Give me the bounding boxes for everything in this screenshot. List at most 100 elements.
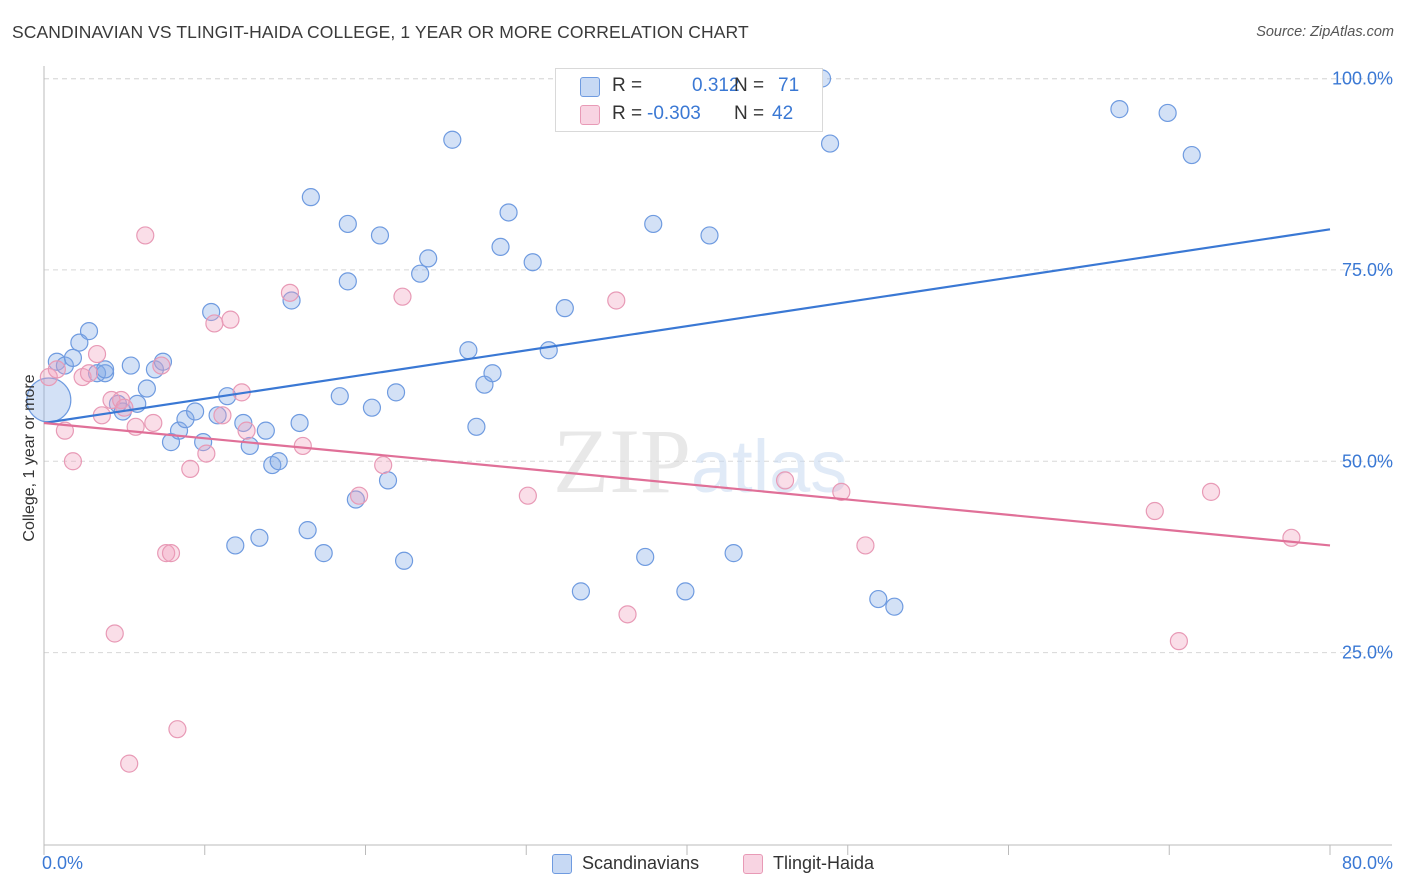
point-scandinavian: [290, 413, 309, 433]
gridlines: [44, 78, 1392, 654]
point-scandinavian: [386, 383, 406, 402]
legend-r-label: R =: [612, 103, 643, 124]
point-scandinavian: [338, 214, 357, 234]
x-tick-label: 0.0%: [42, 853, 83, 873]
data-points: [26, 69, 1301, 773]
point-scandinavian: [176, 410, 195, 429]
trend-line-tlingit: [43, 421, 1331, 547]
point-scandinavian: [419, 249, 438, 268]
point-scandinavian: [411, 264, 430, 283]
point-tlingit: [161, 544, 181, 563]
bottom-swatch-pink: [743, 854, 763, 874]
tick-labels: 25.0% 50.0% 75.0% 100.0% 0.0% 80.0%: [42, 69, 1393, 874]
point-scandinavian: [483, 364, 502, 383]
trend-lines: [43, 228, 1331, 547]
point-tlingit: [205, 314, 224, 333]
point-tlingit: [618, 605, 637, 624]
bottom-legend-label: Tlingit-Haida: [773, 853, 875, 873]
point-scandinavian: [1158, 103, 1177, 123]
point-tlingit: [607, 291, 626, 310]
source-label: Source: ZipAtlas.com: [1256, 24, 1394, 40]
point-tlingit: [144, 413, 163, 433]
point-tlingit: [181, 459, 200, 479]
point-scandinavian: [314, 544, 333, 563]
legend-n-label: N =: [734, 75, 765, 96]
point-tlingit: [293, 436, 312, 456]
point-scandinavian: [539, 341, 558, 360]
point-scandinavian: [724, 544, 743, 563]
point-scandinavian: [370, 226, 390, 245]
point-scandinavian: [676, 582, 695, 601]
point-scandinavian: [240, 436, 259, 456]
legend-swatch-pink: [580, 105, 600, 125]
point-scandinavian: [95, 364, 115, 383]
point-scandinavian: [523, 253, 542, 272]
point-tlingit: [393, 287, 412, 306]
axes: [43, 66, 1392, 855]
correlation-legend: R = 0.312 N = 71 R = -0.303 N = 42: [555, 68, 823, 132]
legend-swatch-blue: [580, 77, 600, 97]
legend-row-scandinavians: R = 0.312 N = 71: [556, 71, 822, 101]
watermark-zip: ZIPatlas: [553, 410, 847, 512]
point-tlingit: [775, 471, 795, 490]
point-scandinavian: [499, 203, 518, 222]
legend-row-tlingit: R = -0.303 N = 42: [556, 99, 822, 129]
point-scandinavian: [256, 421, 275, 440]
point-tlingit: [157, 544, 176, 563]
point-tlingit: [152, 356, 171, 375]
point-tlingit: [518, 486, 537, 505]
point-scandinavian: [301, 188, 320, 207]
point-tlingit: [120, 754, 139, 773]
point-scandinavian: [571, 582, 591, 601]
point-tlingit: [1201, 482, 1221, 501]
point-scandinavian: [1110, 100, 1129, 119]
point-scandinavian: [298, 521, 317, 540]
point-scandinavian: [338, 272, 357, 291]
point-scandinavian: [226, 536, 245, 555]
point-tlingit: [105, 624, 124, 643]
point-tlingit: [1145, 501, 1164, 521]
point-scandinavian: [491, 237, 510, 257]
y-tick-label: 75.0%: [1342, 260, 1393, 280]
point-scandinavian: [63, 348, 83, 368]
point-scandinavian: [459, 341, 478, 360]
point-tlingit: [47, 360, 66, 379]
point-scandinavian: [250, 528, 269, 547]
point-tlingit: [856, 536, 875, 555]
point-tlingit: [115, 398, 134, 417]
legend-r-value: 0.312: [692, 75, 740, 96]
point-scandinavian: [1182, 145, 1201, 165]
point-scandinavian: [820, 134, 840, 153]
point-scandinavian: [394, 551, 414, 570]
point-scandinavian: [202, 302, 221, 322]
point-scandinavian: [443, 130, 462, 149]
point-tlingit: [221, 310, 240, 329]
point-tlingit: [79, 364, 99, 383]
point-scandinavian: [700, 226, 719, 245]
point-scandinavian: [869, 589, 888, 609]
y-tick-label: 100.0%: [1332, 69, 1393, 89]
x-tick-label: 80.0%: [1342, 853, 1393, 873]
point-scandinavian: [362, 398, 382, 417]
point-scandinavian: [95, 360, 115, 379]
trend-line-scandinavians: [43, 228, 1331, 425]
point-tlingit: [87, 344, 107, 364]
point-tlingit: [136, 226, 155, 245]
point-tlingit: [63, 452, 83, 471]
legend-n-value: 42: [772, 103, 794, 124]
point-scandinavian: [330, 387, 349, 406]
point-tlingit: [832, 482, 851, 501]
y-tick-label: 25.0%: [1342, 643, 1393, 663]
point-scandinavian: [636, 547, 655, 567]
legend-r-value: -0.303: [647, 103, 701, 124]
point-scandinavian: [378, 471, 398, 490]
y-axis-label: College, 1 year or more: [21, 374, 38, 542]
point-scandinavian: [208, 406, 227, 425]
y-tick-label: 50.0%: [1342, 451, 1393, 471]
point-scandinavian: [555, 299, 574, 318]
point-tlingit: [168, 720, 187, 739]
point-tlingit: [349, 486, 369, 505]
point-scandinavian: [282, 291, 301, 310]
watermark-atlas-part: atlas: [691, 425, 847, 508]
